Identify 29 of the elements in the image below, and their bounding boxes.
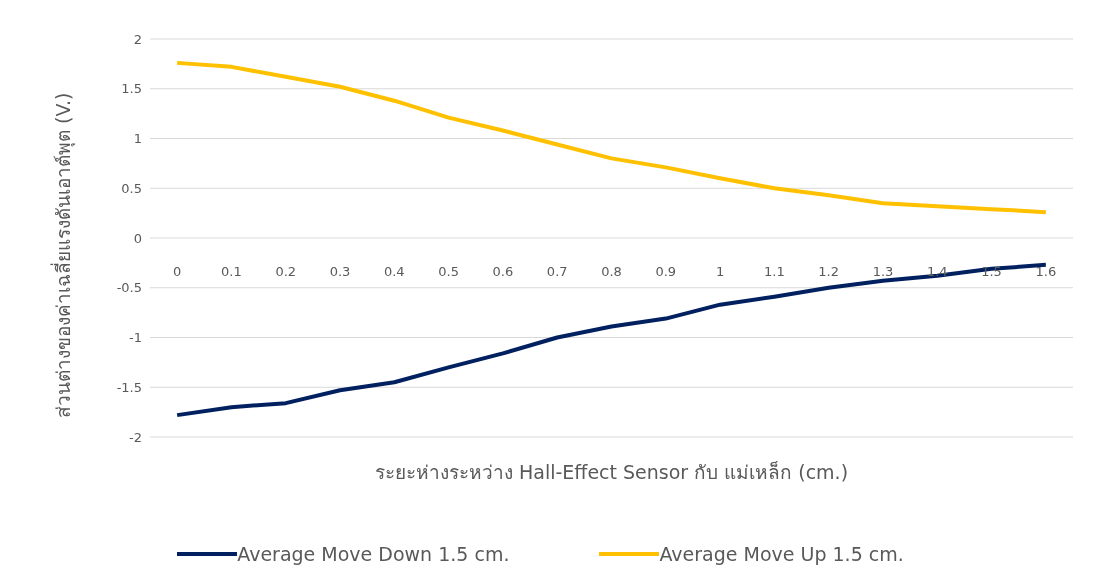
x-tick-label: 0.8 <box>601 264 622 279</box>
legend-label: Average Move Down 1.5 cm. <box>237 543 510 565</box>
y-tick-label: -1.5 <box>116 379 142 395</box>
y-axis-title: ส่วนต่างของค่าเฉลี่ยแรงดันเอาต์พุต (V.) <box>49 92 76 418</box>
y-tick-label: -2 <box>129 429 142 445</box>
x-tick-label: 0.9 <box>655 264 677 279</box>
x-tick-label: 0.5 <box>438 264 459 279</box>
x-tick-label: 1.2 <box>818 264 840 279</box>
x-tick-label: 1 <box>715 264 725 279</box>
y-tick-label: 1.5 <box>121 81 142 97</box>
x-tick-label: 0.6 <box>492 264 514 279</box>
y-tick-label: 0.5 <box>121 180 142 196</box>
line-series <box>175 60 1048 215</box>
x-tick-label: 0.2 <box>275 264 297 279</box>
x-tick-label: 0 <box>173 264 182 279</box>
x-tick-label: 0.3 <box>329 264 351 279</box>
y-tick-label: -0.5 <box>116 280 142 296</box>
y-tick-label: -1 <box>129 330 142 346</box>
y-tick-label: 0 <box>133 230 142 246</box>
y-tick-label: 2 <box>133 31 142 47</box>
x-axis-title: ระยะห่างระหว่าง Hall-Effect Sensor กับ แม่เหล็ก (cm.) <box>374 460 849 483</box>
y-tick-label: 1 <box>133 131 142 147</box>
x-tick-label: 0.7 <box>546 264 568 279</box>
x-tick-label: 1.3 <box>872 264 894 279</box>
x-tick-label: 1.6 <box>1035 264 1057 279</box>
x-tick-label: 1.1 <box>764 264 785 279</box>
x-tick-label: 0.4 <box>383 264 405 279</box>
legend-label: Average Move Up 1.5 cm. <box>659 543 904 565</box>
x-tick-label: 0.1 <box>221 264 242 279</box>
